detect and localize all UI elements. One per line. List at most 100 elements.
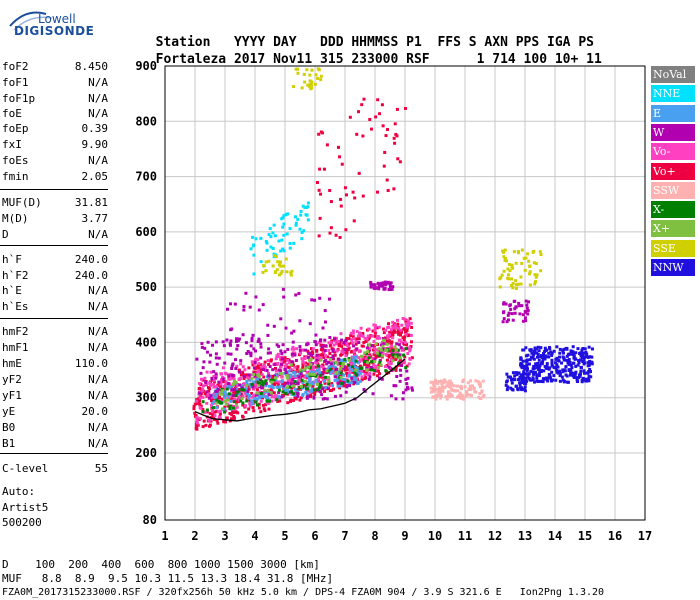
data-point: [284, 257, 288, 261]
data-point: [437, 379, 441, 383]
data-point: [397, 326, 401, 330]
data-point: [433, 385, 437, 389]
data-point: [280, 359, 284, 363]
data-point: [532, 357, 536, 361]
data-point: [316, 382, 320, 386]
data-point: [554, 357, 558, 361]
data-point: [231, 406, 235, 410]
data-point: [308, 384, 312, 388]
data-point: [389, 344, 393, 348]
data-point: [513, 378, 517, 382]
data-point: [286, 379, 290, 383]
data-point: [219, 378, 223, 382]
data-point: [567, 362, 571, 366]
data-point: [276, 260, 280, 264]
data-point: [338, 235, 342, 239]
data-point: [292, 347, 296, 351]
data-point: [229, 352, 233, 356]
data-point: [350, 338, 354, 342]
data-point: [230, 364, 234, 368]
data-point: [369, 355, 373, 359]
data-point: [267, 347, 271, 351]
data-point: [315, 358, 319, 362]
data-point: [565, 347, 569, 351]
data-point: [405, 329, 409, 333]
data-point: [331, 371, 335, 375]
data-point: [580, 348, 584, 352]
data-point: [347, 337, 351, 341]
data-point: [318, 385, 322, 389]
data-point: [223, 405, 227, 409]
data-point: [298, 398, 302, 402]
data-point: [517, 301, 521, 305]
data-point: [396, 318, 400, 322]
data-point: [257, 393, 261, 397]
data-point: [342, 373, 346, 377]
data-point: [221, 340, 225, 344]
data-point: [303, 206, 307, 210]
data-point: [202, 384, 206, 388]
data-point: [399, 333, 403, 337]
data-point: [354, 379, 358, 383]
data-point: [339, 204, 343, 208]
data-point: [271, 368, 275, 372]
data-point: [247, 407, 251, 411]
data-point: [273, 376, 277, 380]
data-point: [318, 389, 322, 393]
data-point: [246, 396, 250, 400]
data-point: [381, 340, 385, 344]
data-point: [273, 363, 277, 367]
data-point: [310, 68, 314, 72]
data-point: [381, 352, 385, 356]
data-point: [210, 410, 214, 414]
data-point: [370, 368, 374, 372]
data-point: [369, 280, 373, 284]
data-point: [277, 239, 281, 243]
data-point: [568, 373, 572, 377]
data-point: [318, 371, 322, 375]
data-point: [259, 356, 263, 360]
data-point: [308, 79, 312, 83]
data-point: [279, 317, 283, 321]
data-point: [347, 371, 351, 375]
data-point: [264, 240, 268, 244]
data-point: [450, 387, 454, 391]
data-point: [311, 382, 315, 386]
param-value: N/A: [88, 92, 108, 105]
data-point: [304, 390, 308, 394]
data-point: [474, 390, 478, 394]
data-point: [221, 375, 225, 379]
data-point: [520, 304, 524, 308]
data-point: [565, 358, 569, 362]
data-point: [279, 357, 283, 361]
data-point: [311, 352, 315, 356]
data-point: [401, 397, 405, 401]
data-point: [396, 348, 400, 352]
param-name: D: [2, 228, 9, 241]
data-point: [531, 250, 535, 254]
data-point: [303, 356, 307, 360]
data-point: [395, 107, 399, 111]
data-point: [516, 387, 520, 391]
data-point: [478, 382, 482, 386]
data-point: [322, 350, 326, 354]
data-point: [290, 390, 294, 394]
data-point: [524, 377, 528, 381]
data-point: [273, 234, 277, 238]
data-point: [286, 358, 290, 362]
data-point: [323, 381, 327, 385]
data-point: [462, 397, 466, 401]
data-point: [210, 378, 214, 382]
data-point: [272, 391, 276, 395]
data-point: [247, 366, 251, 370]
data-point: [212, 382, 216, 386]
data-point: [467, 387, 471, 391]
data-point: [211, 401, 215, 405]
data-point: [408, 317, 412, 321]
data-point: [558, 355, 562, 359]
legend-item: NNW: [651, 259, 695, 276]
data-point: [286, 212, 290, 216]
data-point: [539, 252, 543, 256]
data-point: [214, 401, 218, 405]
param-name: hmE: [2, 357, 22, 370]
